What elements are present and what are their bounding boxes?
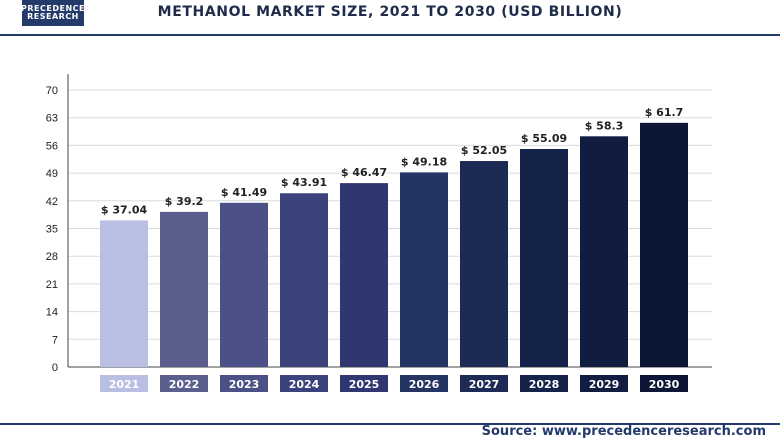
- value-label: $ 46.47: [341, 166, 387, 179]
- y-tick-label: 7: [52, 334, 58, 346]
- logo-line1: PRECEDENCE: [21, 4, 85, 13]
- y-tick-label: 0: [52, 362, 58, 374]
- bar-2022: [160, 211, 208, 367]
- y-tick-label: 63: [46, 113, 58, 125]
- bar-2023: [220, 202, 268, 367]
- x-tick-label: 2027: [469, 378, 500, 391]
- x-tick-label: 2026: [409, 378, 440, 391]
- category-label-box: [580, 375, 628, 392]
- category-label-box: [520, 375, 568, 392]
- bar-2027: [460, 161, 508, 367]
- bar-2025: [340, 183, 388, 367]
- footer-divider: [0, 423, 780, 425]
- x-tick-label: 2025: [349, 378, 380, 391]
- value-label: $ 41.49: [221, 186, 267, 199]
- y-tick-label: 56: [46, 140, 58, 152]
- x-tick-label: 2029: [589, 378, 620, 391]
- value-label: $ 61.7: [645, 106, 684, 119]
- category-label-box: [100, 375, 148, 392]
- value-label: $ 52.05: [461, 144, 507, 157]
- category-label-box: [400, 375, 448, 392]
- value-label: $ 39.2: [165, 195, 204, 208]
- category-label-box: [460, 375, 508, 392]
- y-tick-label: 28: [46, 251, 58, 263]
- brand-logo: PRECEDENCE RESEARCH: [21, 0, 85, 26]
- category-label-box: [220, 375, 268, 392]
- value-label: $ 55.09: [521, 132, 567, 145]
- value-label: $ 37.04: [101, 203, 148, 216]
- x-tick-label: 2024: [289, 378, 320, 391]
- value-label: $ 58.3: [585, 119, 624, 132]
- logo-line2: RESEARCH: [27, 12, 79, 21]
- y-tick-label: 49: [46, 168, 58, 180]
- bar-2028: [520, 149, 568, 367]
- x-tick-label: 2023: [229, 378, 260, 391]
- chart-title: METHANOL MARKET SIZE, 2021 TO 2030 (USD …: [157, 4, 623, 20]
- y-tick-label: 21: [46, 279, 58, 291]
- y-tick-label: 70: [46, 85, 58, 97]
- y-tick-label: 35: [46, 224, 58, 236]
- bar-2021: [100, 220, 148, 367]
- header-divider: [0, 34, 780, 36]
- category-label-box: [280, 375, 328, 392]
- value-label: $ 43.91: [281, 176, 327, 189]
- x-tick-label: 2022: [169, 378, 200, 391]
- bar-2029: [580, 136, 628, 367]
- y-tick-label: 14: [46, 307, 58, 319]
- bar-2030: [640, 122, 688, 367]
- category-label-box: [340, 375, 388, 392]
- x-tick-label: 2021: [109, 378, 140, 391]
- x-tick-label: 2028: [529, 378, 560, 391]
- x-tick-label: 2030: [649, 378, 680, 391]
- value-label: $ 49.18: [401, 155, 447, 168]
- category-label-box: [640, 375, 688, 392]
- category-label-box: [160, 375, 208, 392]
- source-text: Source: www.precedenceresearch.com: [481, 424, 766, 439]
- y-tick-label: 42: [46, 196, 58, 208]
- bar-2024: [280, 193, 328, 367]
- bar-2026: [400, 172, 448, 367]
